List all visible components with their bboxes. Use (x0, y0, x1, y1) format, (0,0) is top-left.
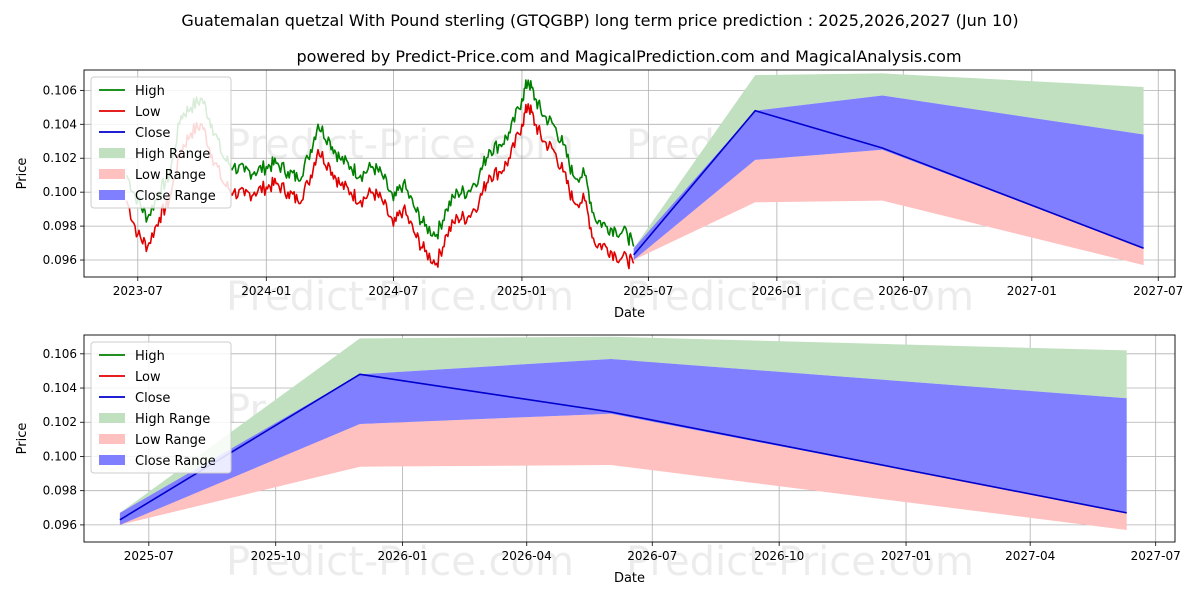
legend-label: Low (135, 370, 161, 385)
x-axis-label: Date (614, 571, 645, 586)
legend-label: Low Range (135, 168, 206, 183)
legend-label: High (135, 84, 165, 99)
low-range-band (633, 149, 1144, 266)
x-tick-label: 2024-01 (241, 284, 291, 298)
x-tick-label: 2027-07 (1131, 549, 1181, 563)
y-tick-label: 0.106 (43, 83, 77, 97)
x-tick-label: 2027-04 (1005, 549, 1055, 563)
legend-label: Close (135, 391, 170, 406)
y-axis-label: Price (15, 158, 30, 190)
x-tick-label: 2026-10 (754, 549, 804, 563)
y-tick-label: 0.104 (43, 381, 77, 395)
legend-fill-swatch (99, 434, 125, 444)
y-tick-label: 0.100 (43, 449, 77, 463)
watermark-text: Predict-Price.com (226, 122, 574, 168)
legend-label: High (135, 349, 165, 364)
legend-label: Low Range (135, 433, 206, 448)
y-tick-label: 0.098 (43, 219, 77, 233)
y-tick-label: 0.104 (43, 117, 77, 131)
legend-fill-swatch (99, 413, 125, 423)
y-tick-label: 0.102 (43, 415, 77, 429)
close-series-line (119, 373, 1127, 521)
y-tick-label: 0.100 (43, 185, 77, 199)
x-tick-label: 2025-07 (124, 549, 174, 563)
y-tick-label: 0.106 (43, 347, 77, 361)
watermark-text: Predict-Price.com (626, 539, 974, 585)
y-tick-label: 0.096 (43, 518, 77, 532)
x-tick-label: 2025-10 (251, 549, 301, 563)
legend-label: High Range (135, 412, 210, 427)
legend-fill-swatch (99, 190, 125, 200)
legend-box (90, 76, 232, 209)
legend-fill-swatch (99, 169, 125, 179)
low-range-band (119, 413, 1127, 530)
legend-label: Close (135, 126, 170, 141)
legend-fill-swatch (99, 455, 125, 465)
chart-subtitle: powered by Predict-Price.com and Magical… (296, 47, 961, 66)
close-range-band (633, 95, 1144, 260)
x-tick-label: 2023-07 (113, 284, 163, 298)
legend-box (90, 341, 232, 474)
y-axis-label: Price (15, 423, 30, 455)
watermark-text: Predict-Price.com (226, 539, 574, 585)
bottom-panel: 2025-07 2025-10 2026-01 2026-04 2026-07 2026-… (15, 334, 1181, 586)
x-tick-label: 2026-07 (627, 549, 677, 563)
legend-label: High Range (135, 147, 210, 162)
high-range-band (633, 73, 1144, 255)
top-panel: 2023-07 2024-01 2024-07 2025-01 2025-07 2026-… (15, 69, 1183, 321)
legend-label: Close Range (135, 454, 216, 469)
watermark-text: Predict-Price.com (226, 274, 574, 320)
x-tick-label: 2027-01 (1007, 284, 1057, 298)
chart-title: Guatemalan quetzal With Pound sterling (… (181, 11, 1018, 30)
axes-frame (83, 69, 1176, 278)
x-tick-label: 2027-07 (1133, 284, 1183, 298)
y-tick-label: 0.098 (43, 484, 77, 498)
y-tick-label: 0.102 (43, 151, 77, 165)
legend-label: Close Range (135, 189, 216, 204)
axes-frame (83, 334, 1176, 543)
x-tick-label: 2024-07 (368, 284, 418, 298)
legend-label: Low (135, 105, 161, 120)
y-tick-label: 0.096 (43, 253, 77, 267)
x-tick-label: 2026-01 (752, 284, 802, 298)
x-axis-label: Date (614, 306, 645, 321)
close-range-band (119, 359, 1127, 525)
x-tick-label: 2025-07 (623, 284, 673, 298)
plot-area (125, 73, 1144, 270)
x-tick-label: 2026-01 (378, 549, 428, 563)
watermark-text: Predict-Price.com (626, 274, 974, 320)
x-tick-label: 2025-01 (497, 284, 547, 298)
x-tick-label: 2026-04 (502, 549, 552, 563)
close-series-line (633, 109, 1144, 256)
legend-fill-swatch (99, 148, 125, 158)
plot-area (119, 336, 1127, 530)
x-tick-label: 2026-07 (878, 284, 928, 298)
x-tick-label: 2027-01 (881, 549, 931, 563)
high-range-band (119, 336, 1127, 520)
